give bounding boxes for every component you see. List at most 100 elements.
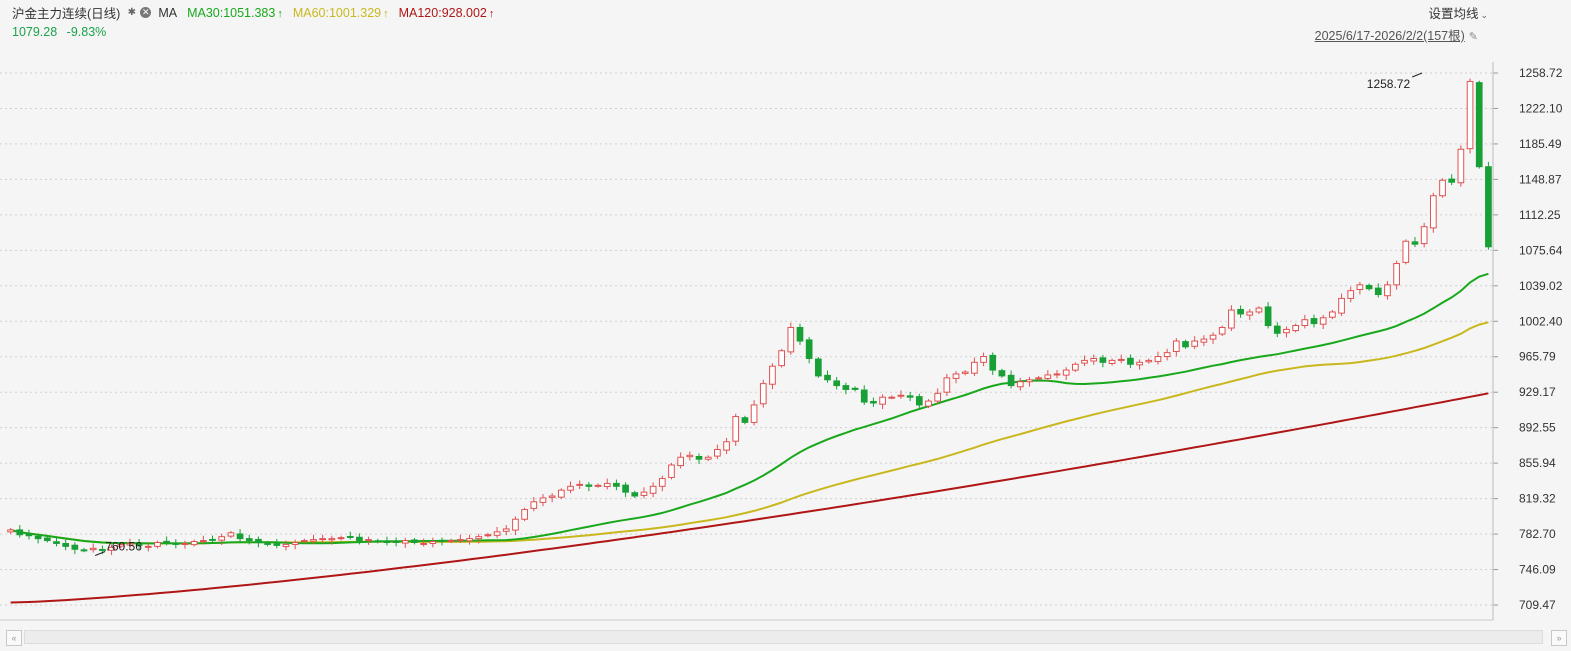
ma30-value: MA30:1051.383 bbox=[187, 5, 276, 20]
y-tick-label: 1148.87 bbox=[1519, 172, 1562, 186]
candle-body bbox=[567, 485, 574, 491]
candle-body bbox=[392, 540, 400, 543]
change-percent: -9.83% bbox=[66, 25, 107, 39]
candle-body bbox=[897, 394, 905, 397]
candle-body bbox=[695, 455, 703, 460]
candle-body bbox=[594, 484, 602, 487]
candle-body bbox=[539, 497, 547, 503]
candle-body bbox=[356, 536, 363, 542]
candle-body bbox=[971, 361, 978, 374]
candle-body bbox=[1319, 317, 1327, 325]
y-tick-label: 1112.25 bbox=[1519, 208, 1561, 222]
candle-body bbox=[704, 456, 712, 460]
min-annotation-pointer bbox=[95, 551, 106, 556]
candle-body bbox=[484, 534, 492, 537]
candle-body bbox=[1429, 195, 1437, 229]
candle-body bbox=[824, 374, 831, 381]
candle-body bbox=[1099, 357, 1107, 363]
candle-body bbox=[658, 478, 666, 487]
candle-body bbox=[512, 518, 519, 531]
candle-body bbox=[1026, 379, 1033, 383]
candle-body bbox=[1136, 361, 1143, 366]
candle-body bbox=[310, 539, 317, 542]
candle-body bbox=[190, 541, 198, 546]
y-tick-label: 929.17 bbox=[1519, 385, 1556, 399]
candle-body bbox=[209, 538, 216, 541]
candle-body bbox=[1457, 148, 1465, 184]
candle-body bbox=[365, 539, 372, 542]
candle-body bbox=[172, 542, 180, 545]
candle-body bbox=[245, 538, 253, 542]
date-range-text: 2025/6/17-2026/2/2(157根) bbox=[1314, 29, 1465, 43]
candle-body bbox=[264, 542, 271, 545]
close-icon[interactable]: ✕ bbox=[140, 7, 152, 18]
scroll-right-icon[interactable]: » bbox=[1551, 630, 1567, 646]
y-tick-label: 1002.40 bbox=[1519, 314, 1563, 328]
ma120-legend: MA120:928.002 ↑ bbox=[399, 6, 495, 20]
candle-body bbox=[842, 385, 850, 390]
candle-body bbox=[328, 538, 336, 541]
candle-body bbox=[144, 545, 152, 548]
candle-body bbox=[1246, 311, 1254, 316]
candle-body bbox=[1292, 325, 1299, 332]
candle-body bbox=[1072, 363, 1079, 371]
symbol-title: 沪金主力连续(日线) bbox=[12, 7, 121, 21]
y-tick-label: 746.09 bbox=[1519, 563, 1556, 577]
candle-body bbox=[1273, 325, 1281, 334]
candle-body bbox=[493, 531, 501, 536]
ma120-line bbox=[10, 392, 1489, 604]
ma60-value: MA60:1001.329 bbox=[292, 5, 382, 20]
ma-settings-button[interactable]: 设置均线 ⌄ bbox=[1428, 3, 1488, 22]
candle-body bbox=[53, 541, 60, 544]
ma120-value: MA120:928.002 bbox=[398, 5, 487, 20]
candle-body bbox=[200, 540, 207, 543]
y-tick-label: 892.55 bbox=[1519, 421, 1556, 435]
candle-body bbox=[1283, 328, 1290, 334]
candle-body bbox=[218, 536, 226, 541]
candle-body bbox=[925, 400, 932, 407]
candle-body bbox=[557, 489, 565, 498]
pin-icon[interactable]: ✎ bbox=[1468, 31, 1478, 43]
candle-body bbox=[732, 416, 740, 442]
y-tick-label: 819.32 bbox=[1519, 492, 1556, 506]
candle-body bbox=[1108, 359, 1116, 365]
candle-body bbox=[833, 380, 841, 387]
y-tick-label: 782.70 bbox=[1519, 527, 1556, 541]
scroll-left-icon[interactable]: « bbox=[6, 630, 22, 646]
candle-body bbox=[1393, 263, 1400, 286]
candle-body bbox=[879, 396, 886, 405]
candle-body bbox=[374, 540, 382, 543]
candle-body bbox=[870, 400, 877, 404]
candle-body bbox=[888, 396, 896, 399]
candle-body bbox=[99, 548, 106, 551]
candle-body bbox=[346, 535, 354, 538]
candle-body bbox=[1081, 359, 1088, 364]
candle-body bbox=[814, 358, 822, 377]
y-tick-label: 709.47 bbox=[1519, 598, 1556, 612]
candle-body bbox=[906, 395, 914, 398]
candle-body bbox=[603, 482, 611, 488]
candle-body bbox=[741, 417, 749, 423]
candle-body bbox=[980, 356, 987, 363]
candle-body bbox=[438, 539, 446, 542]
gear-icon[interactable]: ✱ bbox=[127, 7, 137, 18]
candle-body bbox=[750, 404, 758, 423]
candle-body bbox=[273, 543, 281, 546]
candle-body bbox=[613, 482, 620, 487]
candle-body bbox=[961, 371, 969, 374]
y-tick-label: 965.79 bbox=[1519, 350, 1556, 364]
candle-body bbox=[62, 542, 70, 547]
candle-body bbox=[1016, 381, 1024, 388]
candle-body bbox=[1172, 340, 1180, 352]
candle-body bbox=[1356, 284, 1364, 291]
candle-body bbox=[420, 542, 427, 545]
candle-body bbox=[1237, 308, 1244, 315]
candle-body bbox=[1402, 240, 1410, 263]
candle-body bbox=[668, 464, 675, 478]
candle-body bbox=[714, 449, 721, 457]
chart-scrollbar[interactable] bbox=[24, 630, 1543, 644]
candle-body bbox=[401, 540, 409, 544]
candle-body bbox=[998, 370, 1006, 377]
candle-body bbox=[447, 540, 455, 543]
